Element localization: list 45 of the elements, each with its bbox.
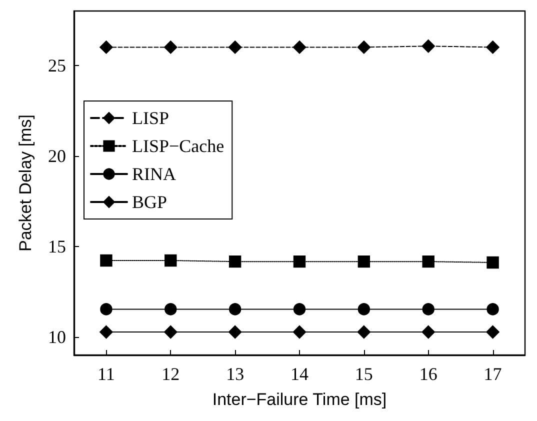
point — [164, 325, 178, 339]
point — [293, 303, 306, 316]
point — [358, 303, 370, 316]
point — [292, 325, 306, 339]
point — [292, 40, 306, 54]
point — [100, 40, 113, 54]
point — [422, 303, 434, 316]
point — [422, 325, 435, 339]
point — [100, 303, 112, 316]
x-axis-title: Inter−Failure Time [ms] — [212, 390, 387, 409]
point — [357, 40, 371, 54]
point — [358, 255, 370, 268]
y-tick-label: 10 — [48, 326, 66, 347]
point — [422, 40, 435, 53]
x-tick-label: 17 — [484, 364, 502, 384]
point — [357, 325, 371, 339]
point — [100, 325, 113, 339]
point — [164, 40, 178, 54]
point — [486, 303, 499, 316]
legend-label: LISP — [132, 108, 170, 128]
x-tick-label: 16 — [419, 364, 438, 384]
x-tick-label: 12 — [162, 364, 180, 384]
x-tick-label: 11 — [98, 364, 115, 384]
legend-label: LISP−Cache — [132, 136, 224, 156]
point — [228, 40, 242, 54]
legend-label: BGP — [132, 192, 168, 212]
y-tick-label: 15 — [48, 236, 66, 256]
y-axis-title: Packet Delay [ms] — [16, 114, 35, 252]
point — [228, 325, 242, 339]
x-tick-label: 15 — [354, 364, 373, 384]
y-tick-label: 25 — [48, 55, 66, 76]
y-tick-label: 20 — [48, 146, 66, 166]
point — [164, 303, 177, 316]
point — [228, 303, 242, 316]
x-tick-label: 13 — [226, 364, 244, 384]
x-tick-label: 14 — [290, 364, 308, 384]
point — [228, 255, 242, 268]
point — [164, 254, 177, 267]
point — [486, 40, 500, 54]
point — [422, 255, 434, 268]
point — [486, 256, 499, 269]
point — [486, 325, 500, 339]
point — [293, 255, 306, 268]
legend-label: RINA — [132, 164, 176, 184]
point — [100, 254, 112, 267]
